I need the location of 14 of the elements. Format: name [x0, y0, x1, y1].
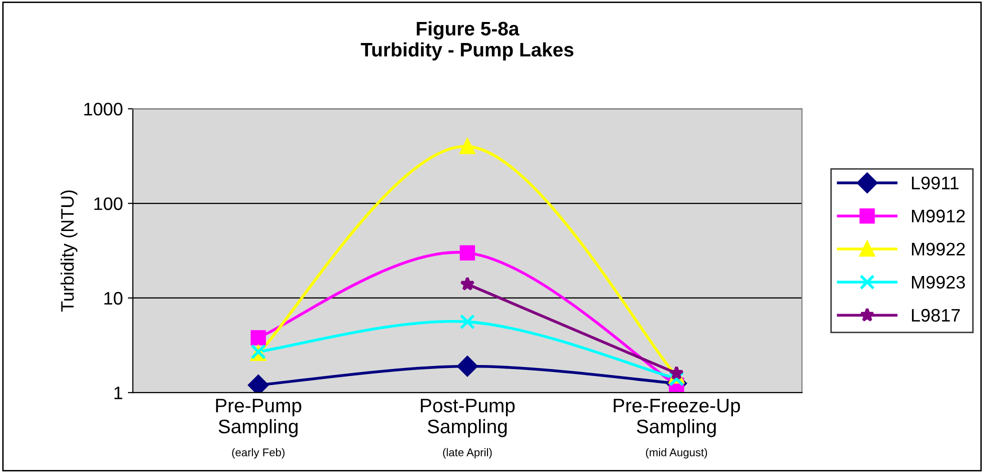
legend-label: L9911	[912, 176, 958, 190]
x-tick-label: Post-Pump Sampling (late April)	[420, 398, 515, 459]
y-axis-title: Turbidity (NTU)	[60, 190, 78, 312]
y-tick-label: 100	[94, 197, 122, 210]
y-tick-label: 1000	[84, 102, 122, 116]
y-tick-label: 10	[104, 292, 122, 305]
y-tick-label: 1	[114, 386, 122, 400]
legend-label: M9912	[912, 210, 965, 222]
x-tick-label: Pre-Freeze-Up Sampling (mid August)	[614, 398, 740, 459]
x-tick-label: Pre-Pump Sampling (early Feb)	[216, 398, 302, 459]
chart-title: Figure 5-8a Turbidity - Pump Lakes	[360, 21, 574, 60]
legend-label: M9923	[912, 276, 965, 289]
legend-label: M9922	[912, 242, 965, 256]
legend-label: L9817	[912, 308, 960, 322]
